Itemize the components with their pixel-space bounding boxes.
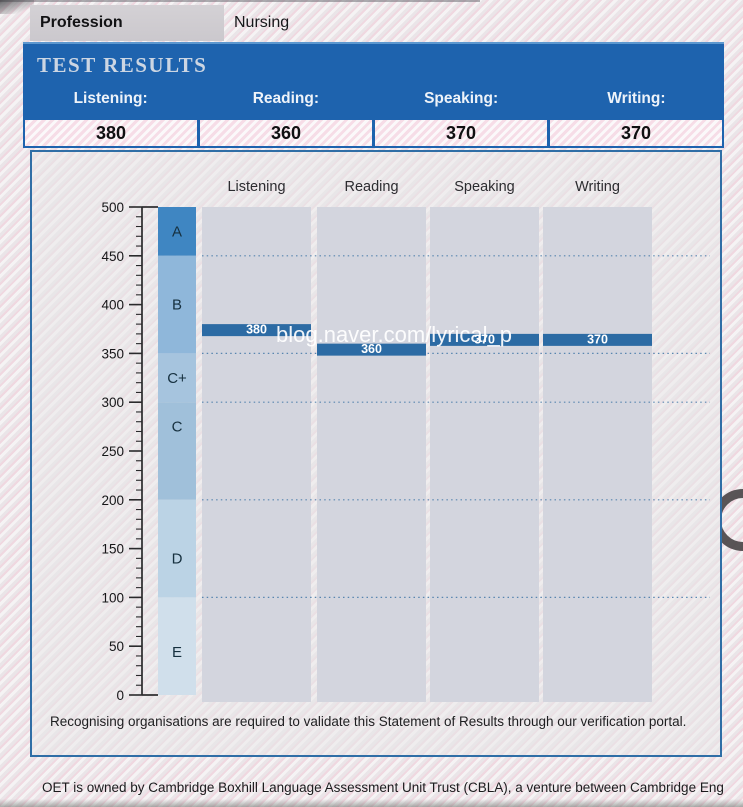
grade-band-C	[158, 402, 196, 500]
test-results-header: TEST RESULTS Listening: Reading: Speakin…	[23, 42, 724, 148]
score-value-listening: 380	[25, 120, 197, 146]
y-tick-label-400: 400	[101, 298, 124, 313]
grade-band-label-D: D	[172, 550, 183, 567]
skill-label-speaking: Speaking:	[424, 90, 499, 107]
grade-band-label-B: B	[172, 297, 182, 314]
grade-band-B	[158, 255, 196, 354]
y-tick-label-450: 450	[101, 249, 124, 264]
y-tick-label-50: 50	[109, 639, 124, 654]
score-bar-label-listening: 380	[246, 323, 267, 337]
column-speaking	[430, 207, 539, 702]
column-listening	[202, 207, 311, 702]
grade-band-label-C+: C+	[167, 370, 187, 387]
y-tick-label-300: 300	[101, 395, 124, 410]
photo-edge-line	[0, 0, 480, 2]
score-value-speaking: 370	[375, 120, 547, 146]
grade-band-label-A: A	[172, 223, 182, 240]
score-bar-label-reading: 360	[361, 342, 382, 356]
scores-chart: A B C+ C D E 0 50 100 150 200 250 300 350 400 450 500 380…	[101, 200, 710, 703]
photo-bottom-shadow	[0, 799, 743, 807]
y-tick-label-150: 150	[101, 542, 124, 557]
y-tick-label-500: 500	[101, 200, 124, 215]
skill-label-listening: Listening:	[73, 90, 148, 107]
chart-panel: Listening Reading Speaking Writing A B C+ C…	[30, 150, 722, 757]
score-value-writing: 370	[550, 120, 722, 146]
score-bar-listening	[202, 324, 311, 337]
column-writing	[543, 207, 652, 702]
score-bar-speaking	[430, 333, 539, 346]
watermark: blog.naver.com/lyrical_p	[276, 322, 513, 347]
profession-tab: Profession	[30, 5, 224, 41]
grade-band-label-E: E	[172, 644, 182, 661]
y-tick-label-350: 350	[101, 346, 124, 361]
skill-label-writing: Writing:	[607, 90, 666, 107]
ownership-note: OET is owned by Cambridge Boxhill Langua…	[42, 780, 724, 795]
chart-category-header-reading: Reading	[344, 179, 399, 195]
photo-corner-shadow	[0, 0, 34, 14]
score-bar-writing	[543, 333, 652, 346]
grade-band-C+	[158, 353, 196, 403]
skill-labels-row: Listening: Reading: Speaking: Writing:	[23, 84, 724, 120]
y-tick-label-0: 0	[116, 688, 124, 703]
score-bar-label-writing: 370	[587, 332, 608, 346]
chart-category-header-writing: Writing	[575, 179, 620, 195]
y-tick-label-250: 250	[101, 444, 124, 459]
score-values-row: 380 360 370 370	[23, 120, 724, 148]
grade-band-A	[158, 207, 196, 256]
chart-category-header-speaking: Speaking	[454, 179, 515, 195]
profession-value: Nursing	[234, 14, 290, 31]
grade-band-D	[158, 499, 196, 598]
y-tick-label-100: 100	[101, 590, 124, 605]
column-reading	[317, 207, 426, 702]
verification-note: Recognising organisations are required t…	[50, 714, 687, 729]
skill-label-reading: Reading:	[252, 90, 320, 107]
chart-category-header-listening: Listening	[227, 179, 286, 195]
y-tick-label-200: 200	[101, 493, 124, 508]
score-bar-label-speaking: 370	[474, 332, 495, 346]
score-value-reading: 360	[200, 120, 372, 146]
score-bar-reading	[317, 343, 426, 356]
profession-label: Profession	[40, 14, 123, 31]
page-title: TEST RESULTS	[37, 53, 208, 77]
grade-band-label-C: C	[172, 419, 183, 436]
grade-band-E	[158, 597, 196, 695]
